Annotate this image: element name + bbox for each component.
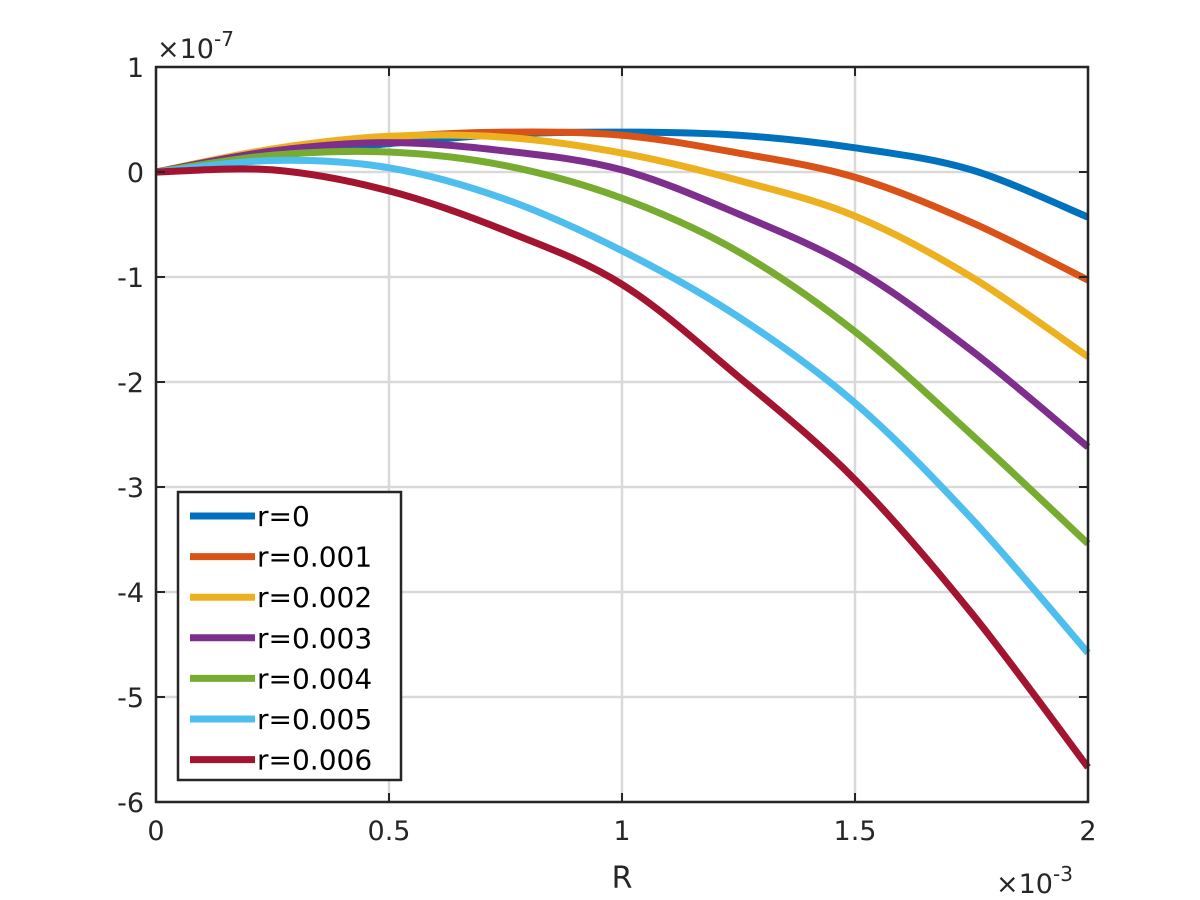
x-tick-label: 0 [147,816,164,847]
legend-label-4: r=0.004 [257,662,372,695]
legend-label-0: r=0 [257,500,310,533]
series-line-3 [155,139,1091,450]
legend-label-1: r=0.001 [257,541,372,574]
series-line-5 [155,156,1091,656]
x-tick-label: 1.5 [834,816,877,847]
y-tick-label: 1 [127,53,144,84]
y-tick-label: -1 [117,263,144,294]
x-tick-label: 1 [613,816,630,847]
legend-label-2: r=0.002 [257,581,372,614]
legend-box [176,490,403,782]
y-tick-label: -6 [117,788,144,819]
x-axis-ticks: 0 0.5 1 1.5 2 [147,67,1097,847]
series-line-6 [155,165,1091,770]
y-tick-label: -4 [117,578,144,609]
legend: r=0 r=0.001 r=0.002 r=0.003 r=0.004 r=0.005 r=… [176,490,403,782]
series-lines [155,128,1091,770]
y-exponent-label: ×10-7 [157,27,234,65]
y-tick-label: 0 [127,158,144,189]
legend-label-6: r=0.006 [257,744,372,777]
y-axis-ticks: 1 0 -1 -2 -3 -4 -5 -6 [117,53,1088,819]
y-tick-label: -3 [117,473,144,504]
legend-label-5: r=0.005 [257,703,372,736]
x-axis-label: R [612,861,633,896]
legend-label-3: r=0.003 [257,622,372,655]
series-line-4 [155,147,1091,547]
x-exponent-label: ×10-3 [996,862,1073,900]
y-tick-label: -2 [117,368,144,399]
x-tick-label: 0.5 [368,816,411,847]
y-tick-label: -5 [117,683,144,714]
x-tick-label: 2 [1079,816,1096,847]
